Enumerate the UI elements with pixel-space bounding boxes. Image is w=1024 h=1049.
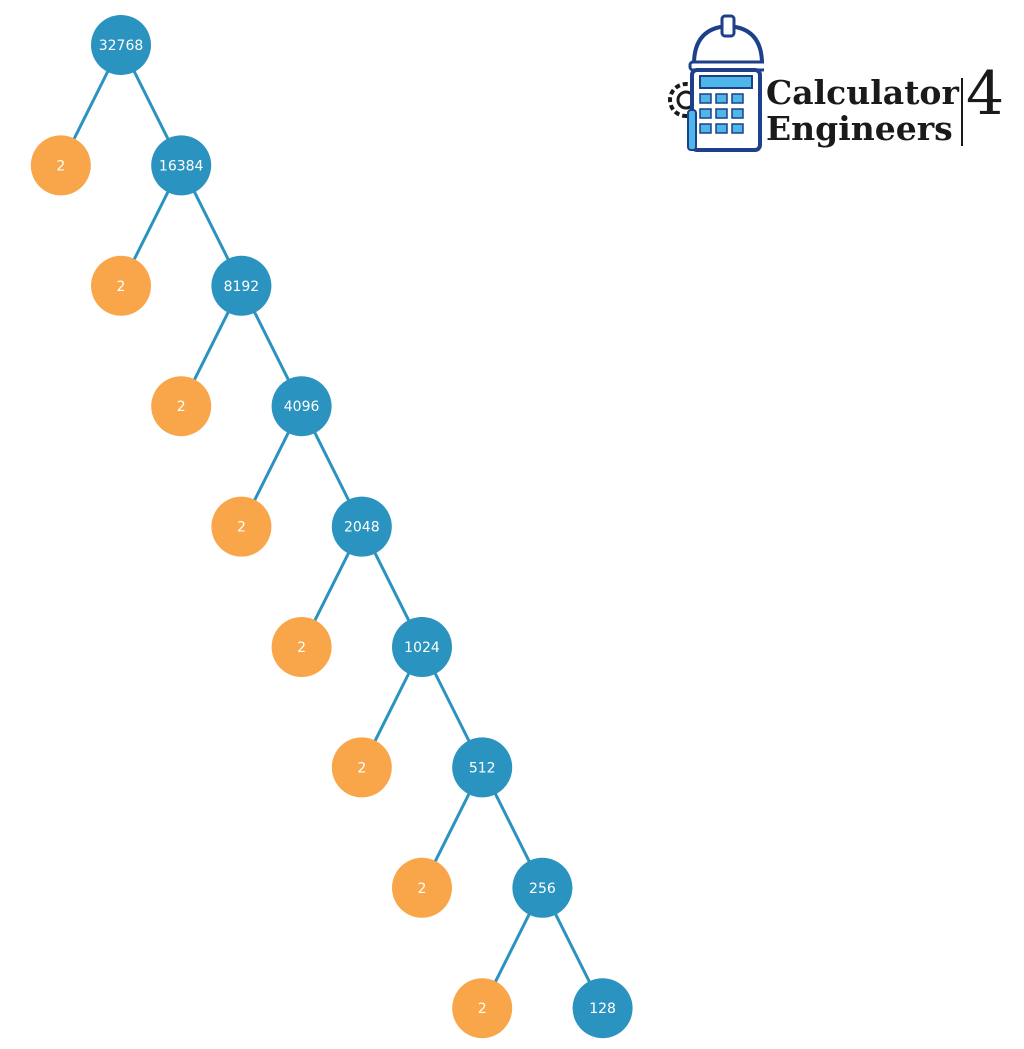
logo-text-calculator: Calculator [766, 73, 959, 112]
tree-nodes: 32768 2 16384 2 8192 2 4096 2 2048 2 1024 2 512 2 256 2… [30, 15, 633, 1039]
prime-node-label: 2 [237, 520, 246, 536]
logo-number: 4 [966, 59, 1005, 129]
prime-node-circle [271, 617, 332, 677]
prime-node-label: 2 [117, 279, 126, 295]
composite-node-circle [91, 15, 151, 75]
composite-node-label: 4096 [284, 399, 320, 415]
calculator-engineers-logo: Calculator Engineers 4 [664, 14, 1014, 160]
composite-node-circle [271, 376, 332, 437]
composite-node-circle [452, 737, 513, 798]
calculator-helmet-icon [668, 14, 764, 152]
prime-node-label: 2 [297, 640, 306, 656]
prime-node-circle [331, 737, 392, 798]
logo-divider [961, 78, 963, 146]
composite-node-label: 1024 [404, 640, 440, 656]
composite-node-label: 512 [469, 760, 496, 776]
prime-node-circle [91, 255, 151, 316]
composite-node-label: 2048 [344, 520, 380, 536]
composite-node-label: 8192 [224, 279, 260, 295]
composite-node-label: 128 [589, 1001, 616, 1017]
composite-node-label: 16384 [159, 158, 204, 174]
tree-edges [59, 43, 605, 1010]
logo-text-engineers: Engineers [766, 109, 953, 148]
prime-node-label: 2 [478, 1001, 487, 1017]
composite-node-circle [151, 135, 212, 196]
prime-node-circle [452, 978, 513, 1039]
composite-node-circle [211, 255, 272, 316]
composite-node-label: 256 [529, 881, 556, 897]
composite-node-label: 32768 [99, 38, 144, 54]
prime-node-circle [211, 496, 272, 557]
composite-node-circle [331, 496, 392, 557]
composite-node-circle [512, 857, 573, 918]
prime-node-circle [392, 857, 452, 918]
composite-node-circle [572, 978, 633, 1039]
prime-node-circle [30, 135, 91, 196]
composite-node-circle [392, 617, 452, 677]
prime-node-circle [151, 376, 212, 437]
prime-node-label: 2 [357, 760, 366, 776]
prime-node-label: 2 [418, 881, 427, 897]
prime-node-label: 2 [177, 399, 186, 415]
prime-node-label: 2 [56, 158, 65, 174]
